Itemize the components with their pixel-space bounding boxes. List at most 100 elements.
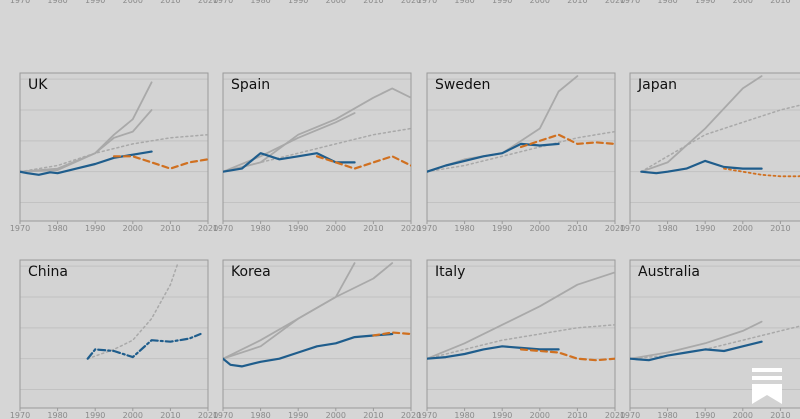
series-line-gray-dotted [20,133,208,173]
x-tick-label: 1990 [85,0,105,5]
x-tick-label: 2010 [567,224,587,233]
series-line-orange-dashed [112,155,208,170]
x-tick-label: 1970 [213,224,233,233]
series-line-gray-dotted [223,127,411,173]
x-tick-label: 2000 [733,0,753,5]
x-tick-label: 2010 [770,0,790,5]
x-tick-label: 1970 [620,411,640,419]
x-tick-label: 1980 [250,0,270,5]
panel-title: Australia [638,264,700,280]
x-tick-label: 1990 [288,0,308,5]
panel-border [426,259,616,409]
panel-title: Japan [637,77,677,93]
panel: 1970 1980 1990 2000 2010 2020 UK [10,72,218,233]
x-tick-label: 2000 [123,224,143,233]
x-tick-label: 1970 [10,224,30,233]
panel: 197019801990200020102020Japan [620,72,800,233]
x-tick-label: 1990 [85,411,105,419]
panel: 1970 1980 1990 2000 2010 2020 Spain [213,72,421,233]
x-tick-label: 2020 [198,411,218,419]
x-tick-label: 1980 [657,224,677,233]
panel-series-group [223,262,411,368]
x-tick-label: 2000 [530,0,550,5]
x-tick-label: 2010 [363,224,383,233]
series-line-orange-dashed [372,331,411,337]
series-line-blue-solid [427,345,560,360]
series-line-gray-solid [427,271,615,360]
panel-border [629,72,800,222]
x-tick-label: 2000 [733,224,753,233]
x-tick-label: 1970 [213,411,233,419]
x-tick-label: 2020 [198,0,218,5]
series-line-orange-dotted [723,167,800,178]
panel-border [629,259,800,409]
x-tick-label: 1980 [47,224,67,233]
panel: 1970 1980 1990 2000 2010 2020 Korea [213,259,421,419]
panel-series-group [640,75,800,178]
x-tick-label: 1980 [454,0,474,5]
panel-title: China [28,264,68,280]
series-line-gray-dotted [427,324,615,360]
panel-series-group [223,87,411,173]
panel-series-group [86,262,202,360]
x-tick-label: 1970 [620,224,640,233]
panel-frame [427,260,615,408]
x-tick-label: 2000 [530,224,550,233]
x-tick-label: 1970 [213,0,233,5]
x-tick-label: 2000 [123,0,143,5]
x-tick-label: 1980 [250,224,270,233]
x-tick-label: 1990 [695,0,715,5]
x-tick-label: 2020 [401,224,421,233]
x-tick-label: 1980 [657,0,677,5]
series-line-gray-solid [223,112,356,173]
x-tick-label: 1970 [10,411,30,419]
x-tick-label: 1980 [454,411,474,419]
x-tick-label: 1970 [417,0,437,5]
x-tick-label: 1970 [620,0,640,5]
x-tick-label: 2010 [770,224,790,233]
series-line-gray-dotted [427,130,615,173]
x-tick-label: 2020 [401,411,421,419]
panel-frame [630,73,800,221]
x-tick-label: 2000 [123,411,143,419]
panel-frame [223,73,411,221]
logo-ribbon [752,384,782,404]
panel: 1970 1980 1990 2000 2010 2020 Italy [417,259,625,419]
panel-frame [20,73,208,221]
series-line-orange-dashed [519,348,615,362]
series-line-orange-dashed [315,155,411,170]
x-tick-label: 2010 [160,0,180,5]
series-line-blue-dashdot [86,332,202,360]
x-tick-label: 2020 [605,0,625,5]
panel-series-group [20,81,208,176]
panel-border [19,259,209,409]
x-tick-label: 1980 [250,411,270,419]
panel-title: Spain [231,77,270,93]
x-tick-label: 1990 [492,411,512,419]
x-tick-label: 2010 [567,0,587,5]
series-line-blue-solid [223,332,394,368]
panel-border [426,72,616,222]
x-tick-label: 2020 [198,224,218,233]
x-tick-label: 2010 [363,0,383,5]
panel-border [222,72,412,222]
x-tick-label: 2000 [530,411,550,419]
panel-title: Korea [231,264,271,280]
series-line-orange-dashed [519,133,615,149]
series-line-blue-solid [630,340,763,362]
logo-bar-middle [752,376,782,380]
x-tick-label: 2010 [160,224,180,233]
x-tick-label: 2000 [326,0,346,5]
x-tick-label: 2020 [605,411,625,419]
x-tick-label: 1990 [85,224,105,233]
x-tick-label: 1990 [288,411,308,419]
logo-bar-top [752,368,782,372]
x-tick-label: 1980 [47,0,67,5]
x-tick-label: 1980 [657,411,677,419]
panel-frame [630,260,800,408]
x-tick-label: 2010 [160,411,180,419]
x-tick-label: 1990 [492,224,512,233]
